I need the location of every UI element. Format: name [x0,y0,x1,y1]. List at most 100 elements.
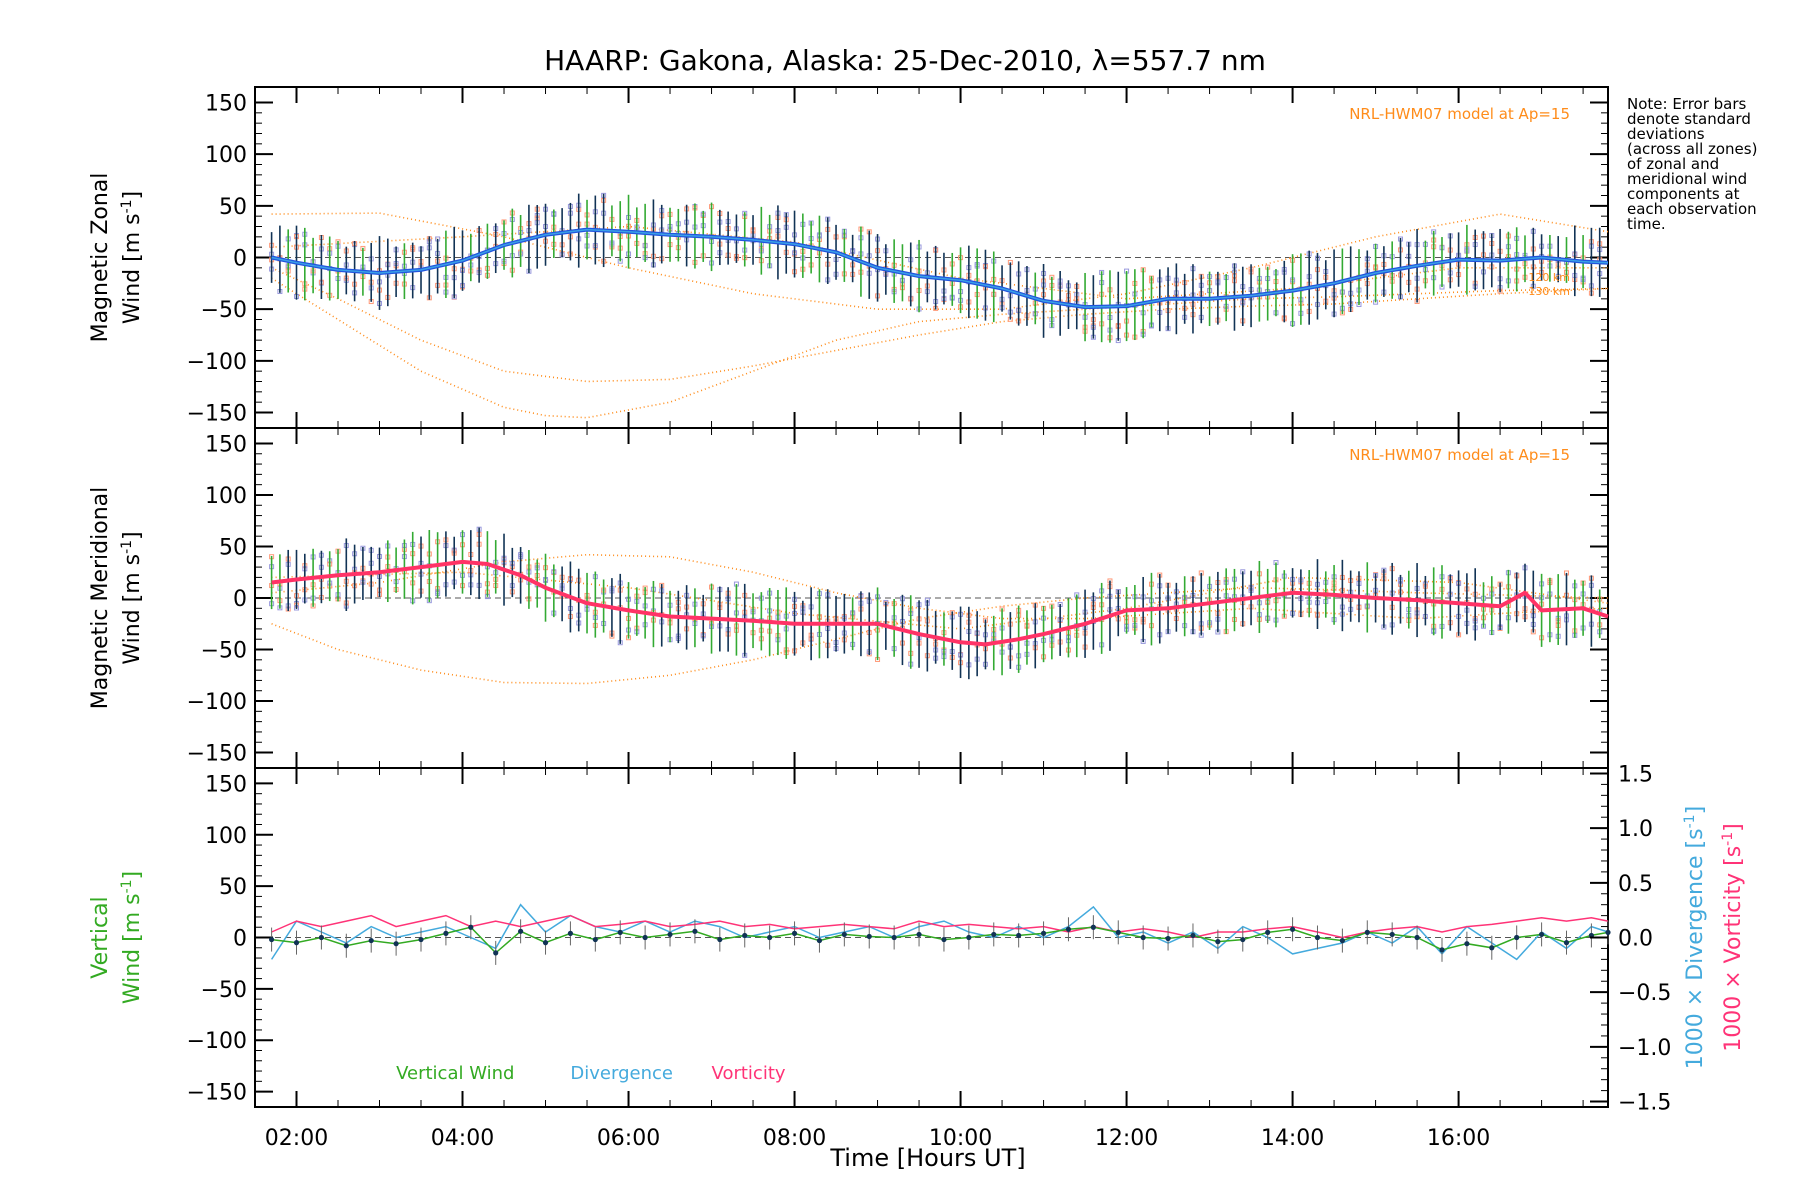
series-layer [269,192,1609,419]
vertical-wind-point [841,931,847,938]
vertical-wind-point [343,943,349,949]
vertical-wind-point [443,930,449,936]
vertical-wind-point [1464,941,1470,947]
y2-tick-label: 0.5 [1618,872,1653,897]
divergence-line [270,903,1609,961]
y-tick-label: −100 [187,690,247,715]
vertical-wind-point [1016,932,1022,939]
y2-tick-label: 0.0 [1618,927,1653,952]
model-altitude-label: 120 km [1528,271,1570,284]
y-tick-label: −150 [187,1081,247,1106]
y-axis-label: Magnetic Meridional [88,487,113,709]
vertical-wind-point [1514,934,1520,941]
y-tick-label: −50 [201,639,247,664]
vertical-wind-point [717,936,723,943]
vertical-wind-point [1240,936,1246,943]
model-curve [271,212,1609,310]
y-axis-label: Vertical [88,896,113,978]
note-line: deviations [1627,125,1705,143]
vertical-wind-point [1265,929,1271,935]
y-tick-label: 50 [219,875,247,900]
y-tick-label: 150 [205,92,247,117]
x-tick-label: 14:00 [1261,1126,1324,1151]
note-line: of zonal and [1627,155,1720,173]
vertical-wind-point [393,941,399,947]
vertical-wind-point [567,930,574,936]
vertical-wind-point [318,934,325,941]
vertical-wind-point [1115,929,1121,935]
vertical-wind-point [692,928,698,934]
note-line: each observation [1627,200,1757,218]
vertical-wind-point [916,931,922,938]
y-tick-label: −50 [201,298,247,323]
note-line: (across all zones) [1627,140,1758,158]
note-line: components at [1627,185,1740,203]
y2-axis-label-divergence: 1000 × Divergence [s-1] [1682,806,1708,1069]
vertical-wind-point [1364,929,1370,935]
note-line: denote standard [1627,110,1751,128]
x-tick-label: 12:00 [1095,1126,1158,1151]
vertical-wind-point [816,937,823,944]
model-label: NRL-HWM07 model at Ap=15 [1349,446,1570,464]
vertical-wind-point [991,931,997,938]
y-axis-label: Magnetic Zonal [88,173,113,343]
vertical-wind-point [1065,926,1072,932]
vertical-wind-point [1563,940,1570,946]
vertical-wind-point [791,930,798,936]
vertical-wind-point [418,936,424,943]
x-tick-label: 06:00 [597,1126,660,1151]
note-line: time. [1627,215,1666,233]
y-axis-label: Wind [m s-1] [119,871,145,1004]
y-tick-label: 50 [219,535,247,560]
vertical-wind-point [1090,924,1096,930]
y-axis-label: Wind [m s-1] [119,531,145,664]
vertical-wind-point [1215,939,1221,945]
y-tick-label: 150 [205,432,247,457]
vertical-wind-point [891,934,897,941]
y-tick-label: 50 [219,195,247,220]
zonal-wind-highlight [271,228,1609,308]
vertical-wind-point [1489,945,1495,951]
vertical-wind-point [1339,937,1345,944]
y-axis-label: Wind [m s-1] [119,191,145,324]
vertical-wind-point [1140,934,1146,941]
vertical-wind-point [1605,929,1611,935]
series-layer [269,526,1609,685]
legend-divergence: Divergence [570,1063,673,1084]
vertical-wind-point [468,924,474,930]
legend-vertical-wind: Vertical Wind [396,1063,514,1084]
y2-tick-label: 1.0 [1618,817,1653,842]
vertical-wind-point [1165,935,1171,942]
y-tick-label: 150 [205,772,247,797]
vertical-wind-point [617,929,623,935]
y-tick-label: −100 [187,1029,247,1054]
legend-vorticity: Vorticity [712,1063,786,1084]
vertical-wind-point [1414,934,1420,941]
vertical-wind-point [642,934,648,941]
chart-title: HAARP: Gakona, Alaska: 25-Dec-2010, λ=55… [544,44,1266,77]
meridional-wind-line [271,559,1609,647]
vertical-wind-point [1538,931,1545,938]
model-label: NRL-HWM07 model at Ap=15 [1349,105,1570,123]
y-tick-label: 100 [205,824,247,849]
vertical-wind-point [518,928,524,934]
note-line: meridional wind [1627,170,1748,188]
vertical-wind-point [1040,930,1047,936]
x-tick-label: 04:00 [431,1126,494,1151]
vertical-wind-point [293,940,300,946]
y-tick-label: 0 [233,587,247,612]
vertical-wind-point [1289,926,1296,932]
y-tick-label: 100 [205,484,247,509]
y2-tick-label: −1.5 [1618,1091,1671,1116]
vertical-wind-point [1389,931,1395,938]
x-tick-label: 10:00 [929,1126,992,1151]
vertical-wind-point [592,936,598,943]
vertical-wind-point [767,934,773,941]
zonal-wind-line [271,227,1609,310]
vertical-wind-point [941,936,947,943]
vertical-wind-line [271,926,1609,954]
y-tick-label: 100 [205,143,247,168]
vertical-wind-point [493,950,499,956]
y-tick-label: 0 [233,927,247,952]
